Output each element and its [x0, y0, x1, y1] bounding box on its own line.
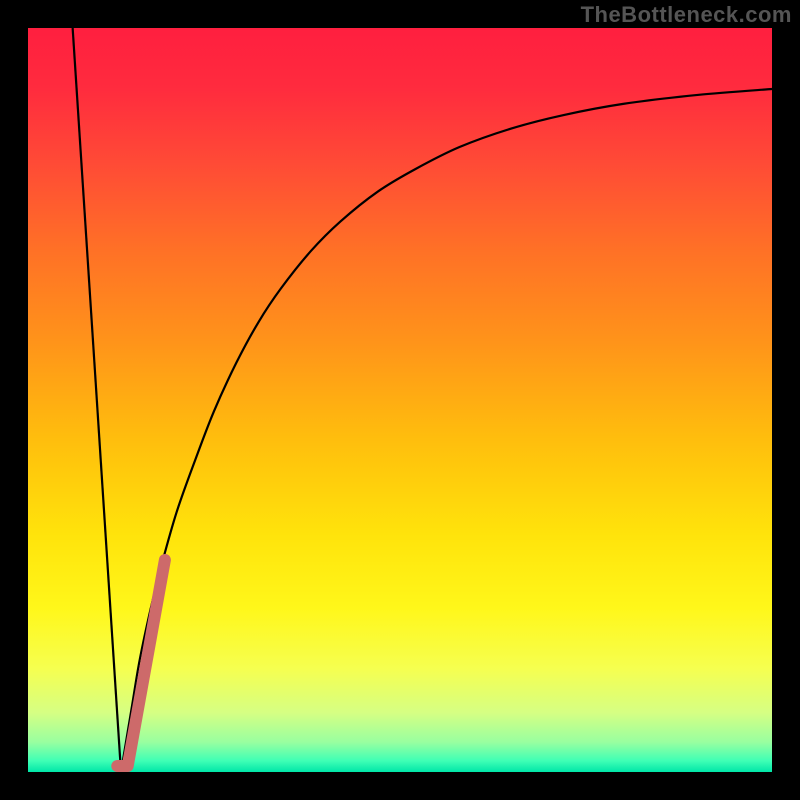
chart-container: { "meta": { "width": 800, "height": 800,… [0, 0, 800, 800]
chart-svg [0, 0, 800, 800]
